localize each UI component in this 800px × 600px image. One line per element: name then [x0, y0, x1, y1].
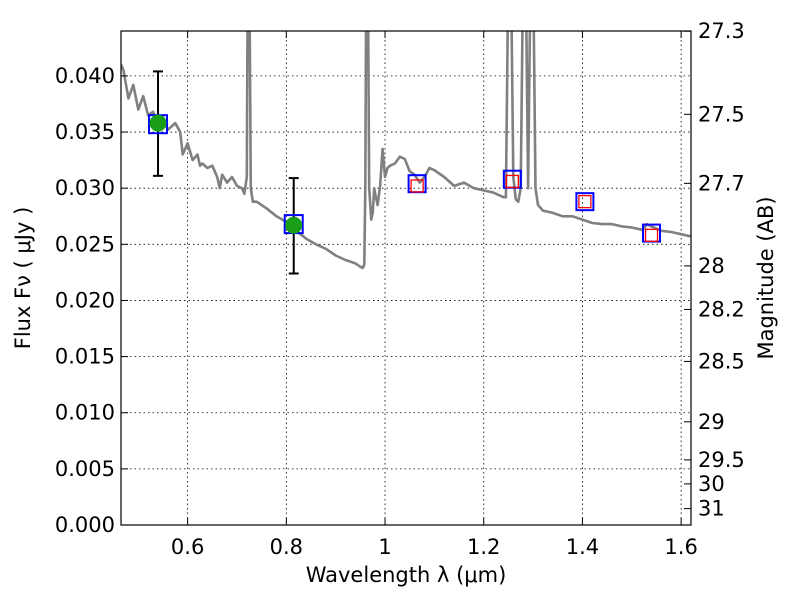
detection-point — [149, 114, 167, 132]
y2-tick-label: 30 — [698, 472, 725, 496]
y-axis-title: Flux Fν ( μJy ) — [11, 207, 35, 350]
upper-limit-point — [410, 179, 424, 193]
y2-tick-label: 27.3 — [698, 19, 745, 43]
model-spectrum-line — [121, 31, 691, 270]
x-axis-title: Wavelength λ (μm) — [306, 563, 507, 587]
y2-tick-label: 29 — [698, 410, 725, 434]
x-tick-label: 0.8 — [270, 535, 303, 559]
x-tick-label: 0.6 — [171, 535, 204, 559]
x-tick-label: 1.4 — [566, 535, 599, 559]
y2-axis-title: Magnitude (AB) — [754, 196, 778, 359]
model-photometry-box — [575, 192, 595, 212]
upper-limit-point — [578, 195, 592, 209]
y-tick-label: 0.035 — [55, 120, 115, 144]
data-points — [149, 114, 659, 242]
x-tick-label: 1.6 — [664, 535, 697, 559]
y-tick-label: 0.010 — [55, 401, 115, 425]
y2-tick-label: 28.2 — [698, 297, 745, 321]
y-tick-label: 0.020 — [55, 288, 115, 312]
y2-tick-label: 29.5 — [698, 448, 745, 472]
y-tick-label: 0.030 — [55, 176, 115, 200]
plot-frame — [120, 30, 692, 526]
x-tick-label: 1.2 — [467, 535, 500, 559]
x-tick-label: 1 — [378, 535, 391, 559]
y-tick-label: 0.025 — [55, 232, 115, 256]
y2-tick-label: 27.5 — [698, 102, 745, 126]
y2-tick-label: 28.5 — [698, 349, 745, 373]
upper-limit-point — [644, 228, 659, 242]
y-tick-label: 0.000 — [55, 513, 115, 537]
y-tick-label: 0.040 — [55, 64, 115, 88]
detection-point — [285, 216, 303, 234]
y-tick-label: 0.005 — [55, 457, 115, 481]
upper-limit-point — [505, 174, 520, 189]
y-tick-label: 0.015 — [55, 345, 115, 369]
x-ticks: 0.6 0.8 1 1.2 1.4 1.6 — [171, 31, 698, 559]
y2-tick-label: 31 — [698, 497, 725, 521]
y2-tick-label: 28 — [698, 254, 725, 278]
y-ticks: 0.000 0.005 0.010 0.015 0.020 0.025 0.030 0.035… — [55, 64, 128, 537]
y2-tick-label: 27.7 — [698, 171, 745, 195]
